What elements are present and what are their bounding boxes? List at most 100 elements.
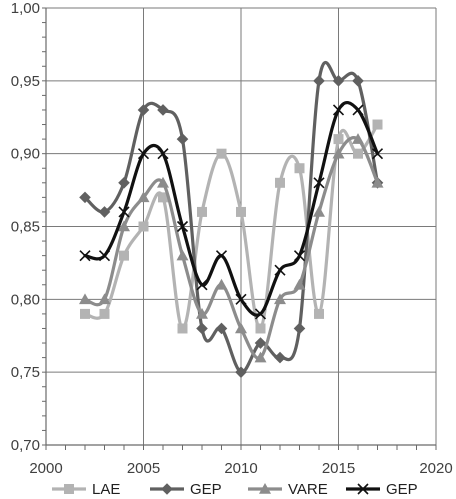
data-point (255, 323, 266, 334)
data-point (313, 75, 325, 87)
x-tick-label: 2020 (419, 460, 452, 477)
series-1 (80, 119, 383, 334)
x-tick-labels: 2000 2005 2010 2015 2020 (29, 460, 452, 477)
data-point (98, 206, 111, 218)
data-point (332, 147, 345, 159)
data-point (80, 308, 90, 319)
data-point (158, 192, 168, 203)
data-point (118, 220, 130, 232)
data-point (254, 337, 267, 349)
x-tick-label: 2005 (127, 460, 160, 477)
legend-label: GEP (386, 481, 418, 498)
legend-item: LAE (52, 481, 120, 498)
data-point (313, 205, 325, 217)
series-line (83, 101, 380, 317)
gridlines (45, 7, 437, 446)
data-point (293, 250, 306, 262)
y-tick-label: 0,70 (11, 437, 40, 454)
data-point (215, 278, 228, 290)
legend: LAE GEP VARE GEP (52, 481, 418, 498)
data-point (196, 307, 208, 319)
data-point (137, 104, 150, 116)
data-point (294, 163, 305, 174)
data-point (176, 249, 189, 261)
series-line (83, 136, 380, 360)
data-point (79, 191, 91, 204)
data-point (293, 278, 306, 290)
legend-swatch-marker (259, 483, 271, 494)
y-tick-label: 0,85 (11, 219, 40, 236)
data-point (197, 206, 207, 217)
data-point (274, 293, 286, 305)
y-tick-label: 1,00 (11, 0, 40, 17)
data-point (215, 250, 228, 262)
data-point (137, 191, 150, 203)
legend-item: GEP (346, 481, 418, 498)
axes (42, 7, 437, 450)
legend-label: VARE (288, 481, 328, 498)
data-point (371, 176, 384, 188)
data-point (254, 308, 267, 320)
data-point (293, 322, 306, 335)
data-point (352, 104, 364, 116)
data-point (353, 148, 363, 159)
data-point (118, 177, 130, 189)
data-point (157, 104, 169, 116)
data-point (176, 220, 189, 233)
data-point (274, 264, 286, 276)
data-point (274, 351, 286, 364)
data-point (138, 221, 149, 232)
legend-swatch-marker (64, 484, 74, 494)
legend-label: GEP (190, 481, 222, 498)
data-point (216, 148, 227, 159)
data-point (235, 322, 247, 334)
data-point (372, 119, 383, 130)
legend-label: LAE (92, 481, 120, 498)
data-point (98, 293, 111, 305)
y-tick-label: 0,75 (11, 364, 40, 381)
data-point (99, 308, 110, 319)
data-point (352, 133, 364, 144)
legend-item: GEP (150, 481, 222, 498)
data-point (157, 148, 169, 160)
series-lines (79, 61, 384, 378)
data-point (235, 366, 247, 378)
series-3 (79, 133, 384, 363)
series-4 (79, 101, 384, 320)
data-point (176, 133, 189, 145)
data-point (332, 104, 345, 116)
data-point (352, 75, 364, 87)
data-point (236, 206, 246, 217)
data-point (371, 148, 384, 160)
y-tick-label: 0,95 (11, 73, 40, 90)
legend-item: VARE (248, 481, 328, 498)
data-point (332, 75, 345, 87)
data-point (137, 148, 150, 160)
legend-swatch-marker (357, 483, 369, 495)
data-point (333, 134, 344, 145)
y-tick-label: 0,90 (11, 146, 40, 163)
data-point (254, 351, 267, 363)
series-line (83, 61, 380, 374)
data-point (313, 177, 325, 189)
data-point (79, 250, 91, 262)
data-point (314, 308, 324, 319)
data-point (98, 250, 111, 262)
data-point (177, 323, 188, 334)
data-point (79, 293, 91, 305)
data-point (119, 250, 129, 261)
data-point (196, 322, 208, 335)
data-point (118, 206, 130, 218)
y-tick-labels: 0,70 0,75 0,80 0,85 0,90 0,95 1,00 (11, 0, 40, 454)
data-point (235, 293, 247, 305)
legend-swatch-marker (161, 483, 173, 495)
data-point (215, 322, 228, 335)
data-point (196, 279, 208, 291)
x-tick-label: 2010 (224, 460, 257, 477)
y-tick-label: 0,80 (11, 291, 40, 308)
data-point (157, 176, 169, 188)
x-tick-label: 2015 (322, 460, 355, 477)
x-tick-label: 2000 (29, 460, 62, 477)
data-point (275, 177, 285, 188)
